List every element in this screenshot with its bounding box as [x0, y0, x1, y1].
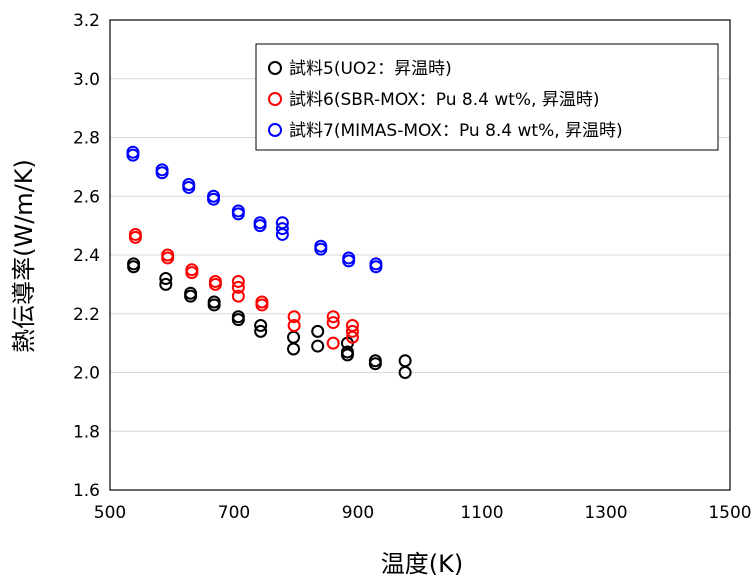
data-point	[126, 148, 140, 162]
data-point	[231, 313, 245, 327]
data-point	[345, 330, 359, 344]
data-point	[208, 277, 222, 291]
data-point	[254, 319, 268, 332]
data-point	[159, 272, 173, 285]
x-tick-label: 700	[218, 503, 250, 523]
data-point	[345, 324, 359, 338]
data-point	[326, 336, 340, 350]
data-point	[182, 180, 196, 194]
data-point	[231, 280, 245, 294]
data-point	[231, 289, 245, 303]
y-tick-label: 1.8	[73, 422, 100, 442]
data-point	[275, 222, 289, 236]
data-point	[254, 324, 268, 338]
legend-marker	[268, 61, 282, 75]
data-point	[326, 316, 340, 330]
data-point	[231, 207, 245, 221]
x-axis-ticks: 500 700 900 1100 1300 1500	[94, 503, 752, 523]
data-point	[185, 266, 199, 280]
series-2	[128, 227, 359, 350]
data-point	[207, 298, 221, 312]
legend: 試料5(UO2：昇温時) 試料6(SBR-MOX：Pu 8.4 wt%, 昇温時)…	[255, 43, 719, 151]
x-tick-label: 1500	[708, 503, 751, 523]
legend-entry-label: 試料5(UO2：昇温時)	[289, 59, 452, 79]
y-tick-label: 3.0	[73, 70, 100, 90]
data-point	[207, 192, 221, 206]
data-point	[255, 298, 269, 312]
data-point	[340, 348, 354, 362]
legend-marker	[268, 92, 282, 106]
data-points	[126, 145, 412, 379]
data-point	[398, 354, 412, 368]
y-tick-label: 2.8	[73, 129, 100, 149]
series-1	[127, 257, 412, 379]
y-tick-label: 2.4	[73, 246, 100, 266]
data-point	[311, 339, 325, 353]
y-tick-label: 2.6	[73, 187, 100, 207]
data-point	[287, 310, 301, 324]
y-tick-label: 2.2	[73, 305, 100, 325]
x-tick-label: 1300	[584, 503, 627, 523]
data-point	[287, 330, 301, 344]
data-point	[311, 324, 325, 338]
data-point	[231, 274, 245, 288]
legend-entry-label: 試料7(MIMAS-MOX：Pu 8.4 wt%, 昇温時)	[289, 121, 623, 141]
data-point	[253, 219, 267, 233]
data-point	[398, 366, 412, 379]
data-point	[287, 319, 301, 332]
data-point	[128, 230, 142, 244]
data-point	[127, 260, 141, 274]
legend-box	[255, 43, 719, 151]
x-tick-label: 1100	[460, 503, 503, 523]
x-tick-label: 900	[342, 503, 374, 523]
data-point	[368, 357, 382, 371]
data-point	[326, 310, 340, 324]
data-point	[161, 251, 175, 265]
data-point	[369, 260, 383, 274]
y-tick-label: 3.2	[73, 11, 100, 31]
x-tick-label: 500	[94, 503, 126, 523]
legend-marker	[268, 123, 282, 137]
data-point	[314, 242, 328, 256]
data-point	[184, 289, 198, 303]
data-point	[287, 342, 301, 356]
y-tick-label: 2.0	[73, 364, 100, 384]
x-axis-label: 温度(K)	[381, 550, 463, 578]
plot-area-frame	[109, 19, 731, 491]
data-point	[159, 277, 173, 291]
data-point	[342, 254, 356, 268]
legend-entry-label: 試料6(SBR-MOX：Pu 8.4 wt%, 昇温時)	[289, 90, 600, 110]
y-tick-label: 1.6	[73, 481, 100, 501]
data-point	[155, 166, 169, 180]
data-point	[275, 227, 289, 241]
y-axis-label: 熱伝導率(W/m/K)	[10, 159, 38, 353]
series-3	[126, 145, 383, 274]
y-axis-ticks: 1.6 1.8 2.0 2.2 2.4 2.6 2.8 3.0 3.2	[73, 11, 100, 501]
